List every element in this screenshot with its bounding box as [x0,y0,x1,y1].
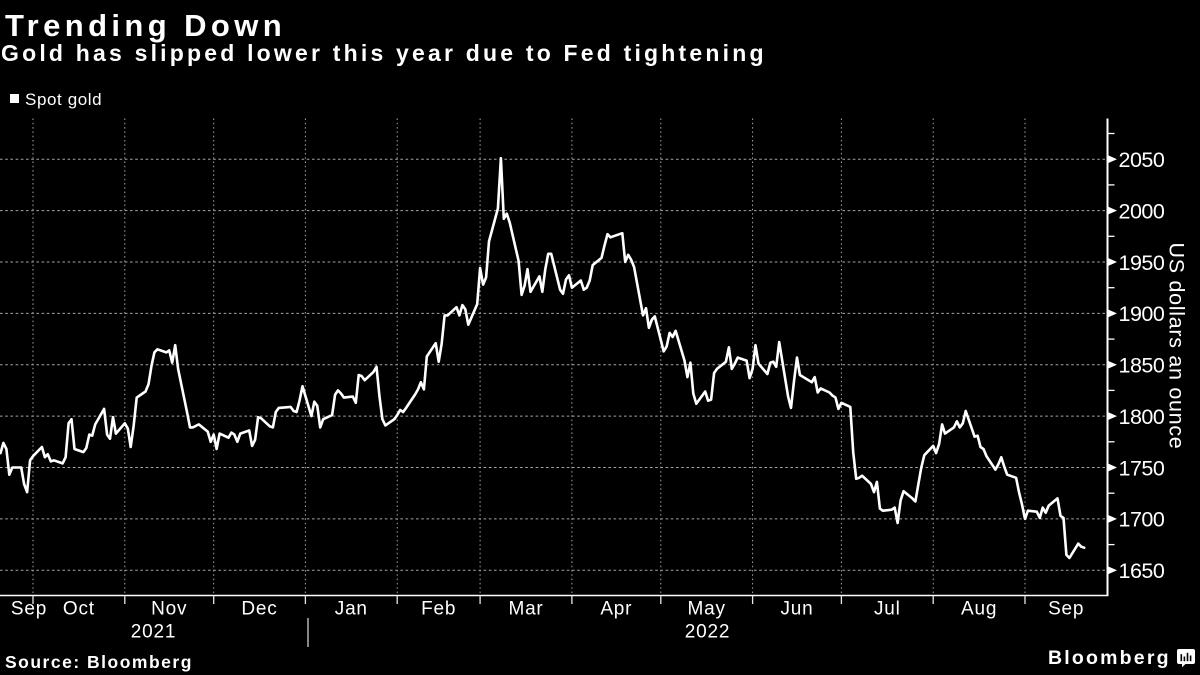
svg-text:US dollars an ounce: US dollars an ounce [1165,243,1189,450]
svg-text:Sep: Sep [11,599,47,620]
svg-text:1750: 1750 [1119,456,1165,480]
svg-text:Mar: Mar [508,599,543,620]
svg-text:1850: 1850 [1119,354,1165,378]
svg-text:Nov: Nov [151,599,187,620]
svg-text:2021: 2021 [131,622,176,643]
svg-text:May: May [688,599,726,620]
svg-text:Jan: Jan [335,599,368,620]
svg-text:Sep: Sep [1048,599,1084,620]
svg-text:Apr: Apr [600,599,632,620]
svg-text:1900: 1900 [1119,302,1165,326]
svg-text:2022: 2022 [685,622,730,643]
svg-text:Oct: Oct [63,599,95,620]
svg-text:Jul: Jul [874,599,901,620]
svg-text:1800: 1800 [1119,405,1165,429]
svg-text:Dec: Dec [241,599,277,620]
svg-text:2000: 2000 [1119,199,1165,223]
svg-text:Feb: Feb [421,599,456,620]
svg-text:2050: 2050 [1119,148,1165,172]
svg-text:1700: 1700 [1119,508,1165,532]
svg-text:1650: 1650 [1119,559,1165,583]
svg-text:Jun: Jun [780,599,813,620]
svg-text:Aug: Aug [961,599,997,620]
svg-text:1950: 1950 [1119,251,1165,275]
